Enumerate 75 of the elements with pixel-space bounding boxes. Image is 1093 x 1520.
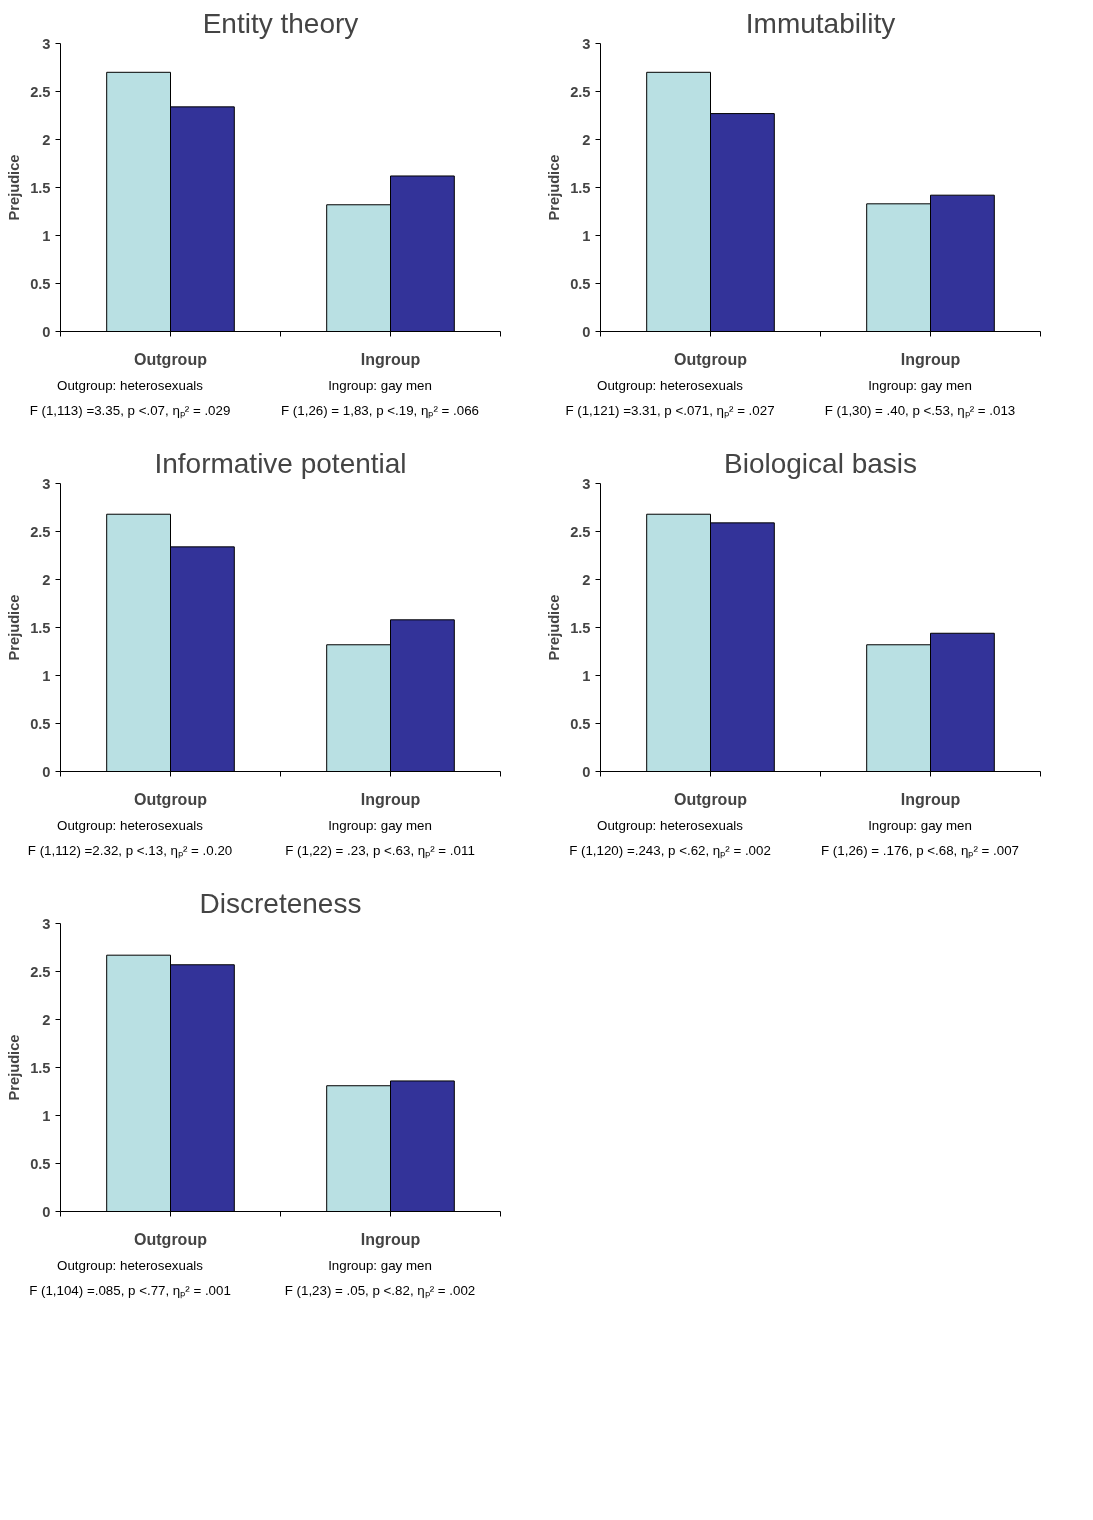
text: Outgroup: heterosexuals [596, 817, 744, 835]
y-tick-label: 2.5 [570, 83, 591, 100]
y-tick-label: 1 [42, 1107, 51, 1124]
chart-title: Discreteness [199, 887, 362, 919]
y-tick-label: 2 [42, 571, 51, 588]
y-axis-title: Prejudice [546, 594, 563, 661]
y-tick-label: 1 [582, 667, 591, 684]
y-tick-label: 1.5 [570, 179, 591, 196]
y-tick-label: 0 [582, 323, 591, 340]
text: Outgroup: heterosexuals [56, 817, 204, 835]
x-tick-label: Ingroup [360, 350, 421, 368]
text: Outgroup: heterosexuals [596, 377, 744, 395]
y-tick-label: 0.5 [30, 715, 51, 732]
text: F (1,23) = .05, p <.82, ηₚ² = .002 [283, 1282, 477, 1301]
text: F (1,121) =3.31, p <.071, ηₚ² = .027 [564, 402, 776, 421]
y-tick-label: 1.5 [30, 179, 51, 196]
text: F (1,112) =2.32, p <.13, ηₚ² = .0.20 [26, 842, 234, 861]
text: F (1,104) =.085, p <.77, ηₚ² = .001 [28, 1282, 232, 1301]
y-axis-title: Prejudice [546, 154, 563, 221]
y-tick-label: 0.5 [30, 1155, 51, 1172]
chart-title: Biological basis [724, 447, 917, 479]
text: Ingroup: gay men [867, 377, 973, 395]
y-tick-label: 1.5 [570, 619, 591, 636]
text: F (1,113) =3.35, p <.07, ηₚ² = .029 [28, 402, 232, 421]
y-tick-label: 0.5 [30, 275, 51, 292]
x-tick-label: Ingroup [900, 350, 961, 368]
y-tick-label: 3 [582, 475, 591, 492]
y-axis-title: Prejudice [6, 594, 23, 661]
text: Ingroup: gay men [867, 817, 973, 835]
text: Ingroup: gay men [327, 1257, 433, 1275]
y-tick-label: 3 [42, 475, 51, 492]
text: F (1,30) = .40, p <.53, ηₚ² = .013 [823, 402, 1017, 421]
y-tick-label: 0.5 [570, 275, 591, 292]
x-tick-label: Ingroup [360, 790, 421, 808]
y-tick-label: 0 [582, 763, 591, 780]
y-axis-title: Prejudice [6, 1034, 23, 1101]
y-tick-label: 0 [42, 1203, 51, 1220]
chart-title: Informative potential [154, 447, 407, 479]
y-tick-label: 2 [42, 1011, 51, 1028]
y-tick-label: 2.5 [30, 83, 51, 100]
text: Ingroup: gay men [327, 817, 433, 835]
y-tick-label: 3 [582, 35, 591, 52]
chart-title: Entity theory [202, 7, 359, 39]
y-tick-label: 0.5 [570, 715, 591, 732]
text: Outgroup: heterosexuals [56, 1257, 204, 1275]
x-tick-label: Outgroup [674, 350, 748, 368]
text: F (1,22) = .23, p <.63, ηₚ² = .011 [284, 842, 476, 861]
y-tick-label: 1 [42, 667, 51, 684]
y-tick-label: 0 [42, 323, 51, 340]
x-tick-label: Ingroup [360, 1230, 421, 1248]
x-tick-label: Outgroup [134, 790, 208, 808]
x-tick-label: Ingroup [900, 790, 961, 808]
y-tick-label: 1.5 [30, 619, 51, 636]
y-axis-title: Prejudice [6, 154, 23, 221]
text: Ingroup: gay men [327, 377, 433, 395]
x-tick-label: Outgroup [134, 1230, 208, 1248]
text: F (1,26) = 1,83, p <.19, ηₚ² = .066 [280, 402, 480, 421]
x-tick-label: Outgroup [674, 790, 748, 808]
y-tick-label: 2 [582, 571, 591, 588]
y-tick-label: 2 [582, 131, 591, 148]
text: F (1,120) =.243, p <.62, ηₚ² = .002 [568, 842, 772, 861]
y-tick-label: 1.5 [30, 1059, 51, 1076]
y-tick-label: 2 [42, 131, 51, 148]
y-tick-label: 3 [42, 915, 51, 932]
y-tick-label: 0 [42, 763, 51, 780]
text: Outgroup: heterosexuals [56, 377, 204, 395]
y-tick-label: 2.5 [30, 523, 51, 540]
y-tick-label: 3 [42, 35, 51, 52]
x-tick-label: Outgroup [134, 350, 208, 368]
text: F (1,26) = .176, p <.68, ηₚ² = .007 [820, 842, 1020, 861]
chart-title: Immutability [745, 7, 896, 39]
y-tick-label: 2.5 [570, 523, 591, 540]
y-tick-label: 1 [42, 227, 51, 244]
y-tick-label: 1 [582, 227, 591, 244]
y-tick-label: 2.5 [30, 963, 51, 980]
